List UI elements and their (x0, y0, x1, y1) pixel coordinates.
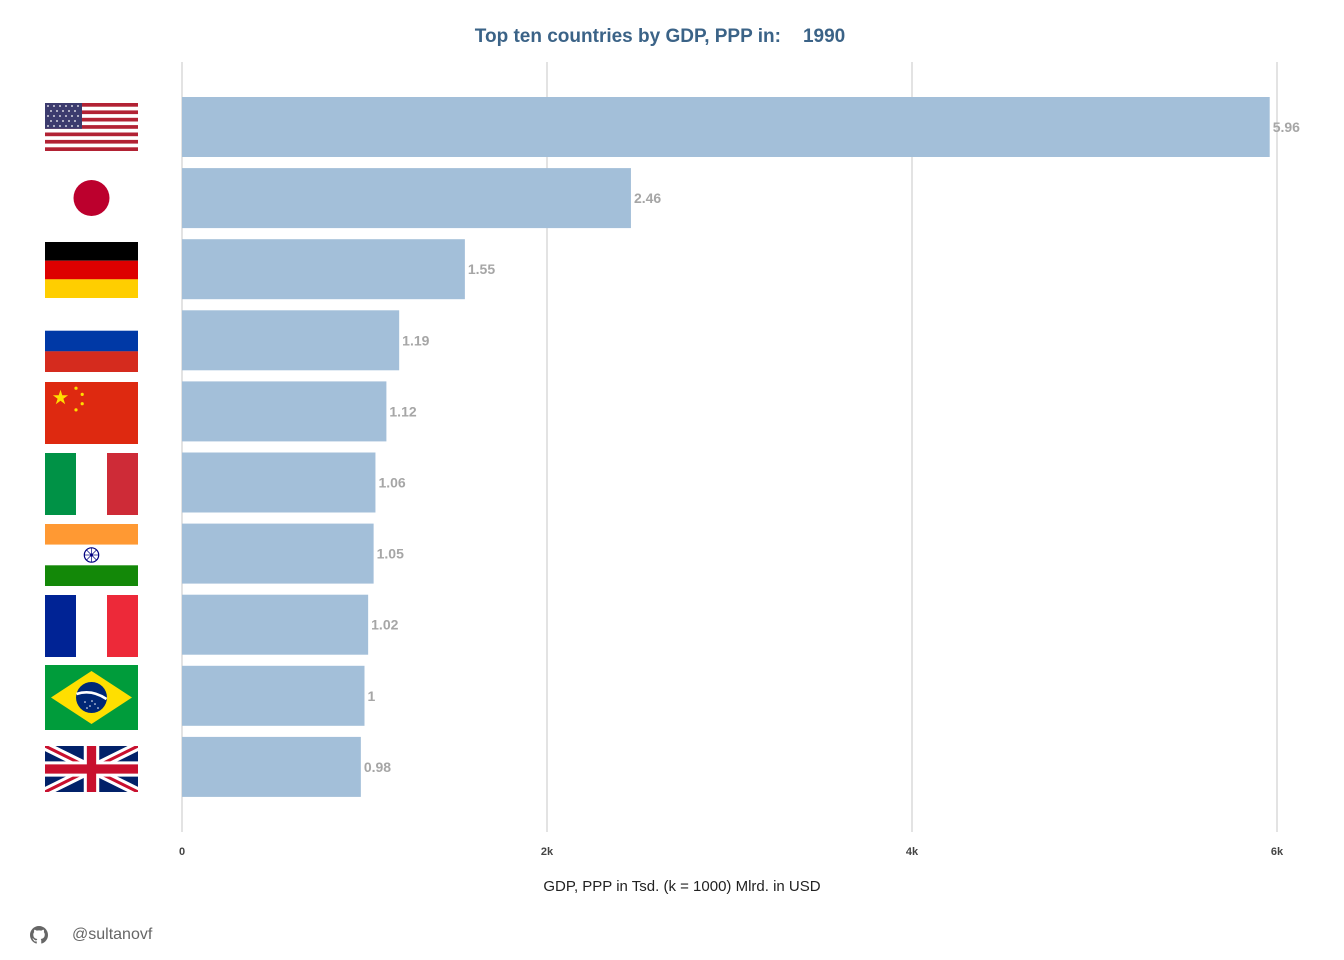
uk-flag-icon (45, 746, 138, 792)
bar-value-label: 2.46 (634, 190, 661, 206)
russia-flag-icon (45, 310, 138, 372)
footer: @sultanovf (30, 924, 152, 946)
bar-value-label: 1 (368, 688, 376, 704)
bar (182, 97, 1270, 157)
bar-value-label: 1.19 (402, 332, 429, 348)
brazil-flag-icon (45, 665, 138, 730)
x-tick-label: 0 (179, 846, 185, 858)
bar-value-label: 1.55 (468, 261, 495, 277)
bar-value-label: 0.98 (364, 759, 391, 775)
italy-flag-icon (45, 453, 138, 515)
germany-flag-icon (45, 242, 138, 298)
x-axis-ticks: 0 2k 4k 6k (179, 846, 1284, 858)
chart-title-text: Top ten countries by GDP, PPP in: (474, 26, 781, 47)
japan-flag-icon (45, 168, 138, 228)
chart-year: 1990 (802, 26, 846, 47)
x-tick-label: 4k (906, 846, 919, 858)
bar (182, 239, 465, 300)
bar (182, 594, 369, 655)
bar (182, 310, 400, 371)
bars: 5.96 2.46 1.55 1.19 1.12 1.06 1.05 1.02 1 0.98 (182, 97, 1300, 797)
bar (182, 665, 365, 726)
chart-title: Top ten countries by GDP, PPP in: 1990 (0, 26, 1320, 48)
bar-value-label: 1.12 (389, 403, 416, 419)
github-icon[interactable] (30, 926, 48, 944)
usa-flag-icon (45, 103, 138, 151)
x-tick-label: 2k (541, 846, 554, 858)
india-flag-icon (45, 524, 138, 586)
x-axis-label: GDP, PPP in Tsd. (k = 1000) Mlrd. in USD (543, 878, 821, 895)
bar-value-label: 1.05 (377, 546, 404, 562)
france-flag-icon (45, 595, 138, 657)
bar (182, 168, 631, 229)
bar (182, 381, 387, 442)
bar-value-label: 5.96 (1273, 119, 1300, 135)
bar-value-label: 1.06 (378, 475, 405, 491)
bar (182, 452, 376, 513)
china-flag-icon (45, 382, 138, 444)
bar-value-label: 1.02 (371, 617, 398, 633)
bar (182, 523, 374, 584)
bar (182, 736, 361, 797)
flags (45, 103, 138, 792)
x-tick-label: 6k (1271, 846, 1284, 858)
author-handle[interactable]: @sultanovf (72, 926, 153, 943)
